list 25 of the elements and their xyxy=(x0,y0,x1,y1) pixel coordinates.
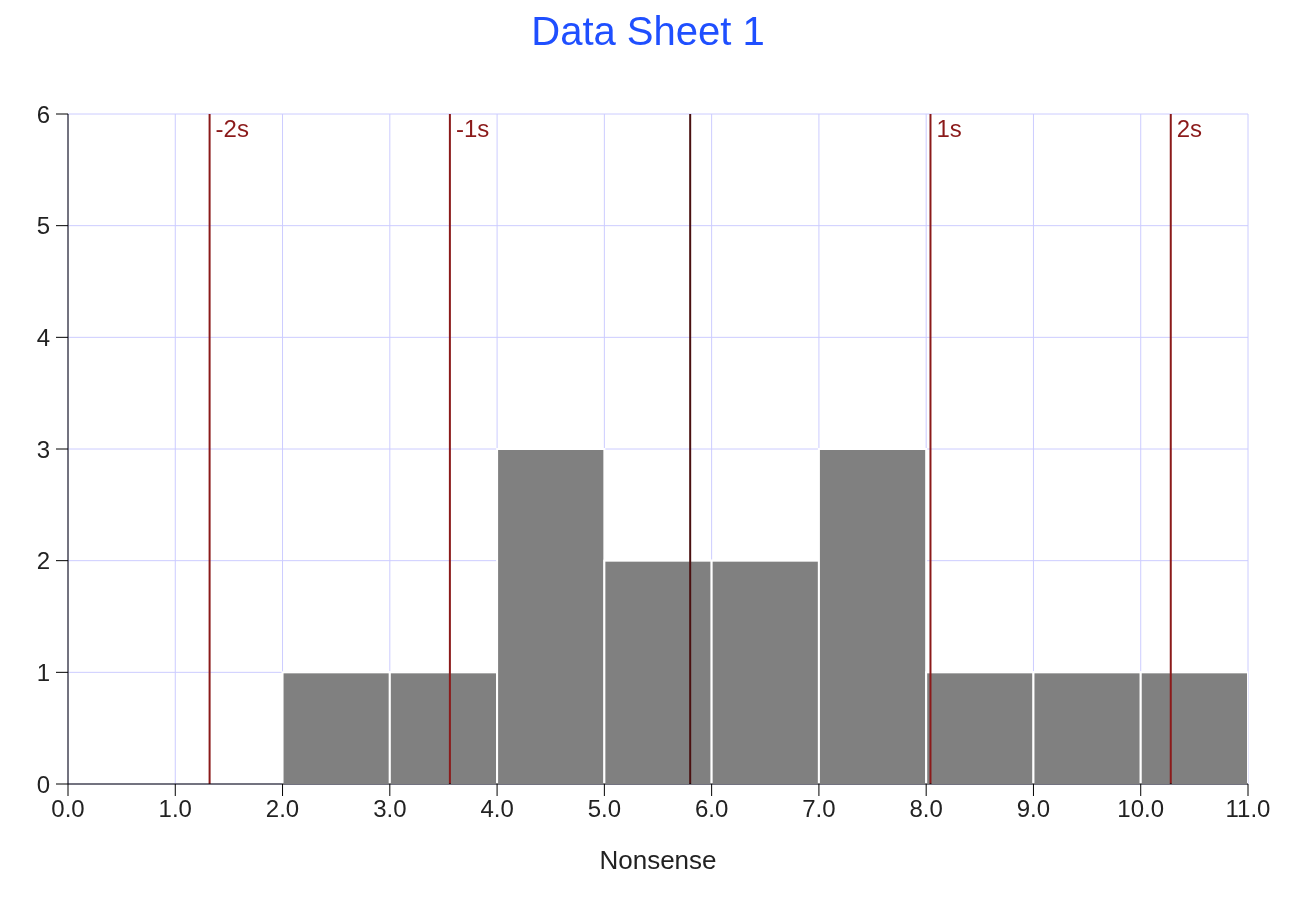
x-tick-label: 10.0 xyxy=(1117,795,1165,823)
chart-title: Data Sheet 1 xyxy=(530,8,766,54)
y-tick-label: 6 xyxy=(36,100,50,128)
x-tick-label: 8.0 xyxy=(909,795,943,823)
x-tick-label: 7.0 xyxy=(802,795,836,823)
x-tick-label: 9.0 xyxy=(1016,795,1051,823)
x-tick-label: 6.0 xyxy=(694,795,729,823)
y-tick-label: 4 xyxy=(36,323,50,351)
ref-line-label: -2s xyxy=(215,115,249,143)
x-tick-label: 3.0 xyxy=(373,795,407,823)
x-tick-label: 4.0 xyxy=(480,795,514,823)
x-tick-label: 2.0 xyxy=(265,795,300,823)
x-axis-title: Nonsense xyxy=(599,845,717,875)
y-tick-label: 3 xyxy=(36,435,50,463)
x-tick-label: 1.0 xyxy=(158,795,192,823)
x-tick-label: 11.0 xyxy=(1225,795,1271,823)
x-tick-label: 0.0 xyxy=(51,795,85,823)
y-tick-label: 2 xyxy=(36,547,50,575)
y-tick-label: 5 xyxy=(36,212,50,240)
y-tick-label: 0 xyxy=(36,770,50,798)
ref-line-label: 2s xyxy=(1176,115,1203,143)
y-tick-label: 1 xyxy=(36,658,50,686)
ref-line-label: -1s xyxy=(455,115,490,143)
ref-line-label: 1s xyxy=(936,115,962,143)
x-tick-label: 5.0 xyxy=(587,795,622,823)
